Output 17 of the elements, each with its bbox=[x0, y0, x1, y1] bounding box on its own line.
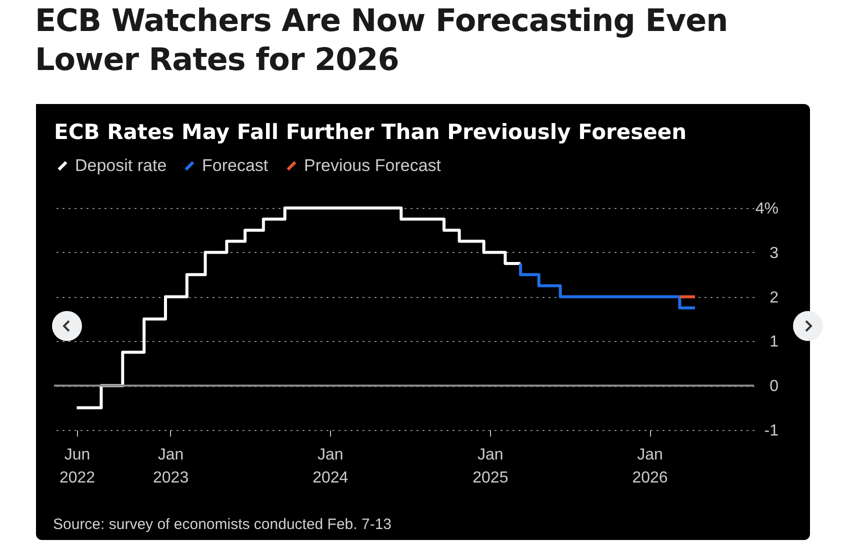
x-tick-label: Jan 2025 bbox=[472, 446, 508, 486]
x-tick-label: Jun 2022 bbox=[59, 446, 96, 486]
x-tick-label: Jan 2024 bbox=[312, 446, 348, 486]
legend-label: Forecast bbox=[202, 156, 268, 175]
y-tick-label: 3 bbox=[770, 244, 779, 262]
source-note: Source: survey of economists conducted Feb. 7-13 bbox=[53, 516, 392, 533]
x-tick-label: Jan 2023 bbox=[153, 446, 189, 486]
legend-label: Deposit rate bbox=[75, 156, 167, 175]
y-tick-label: 1 bbox=[770, 334, 779, 351]
legend-label: Previous Forecast bbox=[304, 156, 442, 175]
y-tick-label: 2 bbox=[770, 289, 779, 306]
x-tick-label: Jan 2026 bbox=[632, 446, 668, 486]
chart-subtitle: ECB Rates May Fall Further Than Previously Foreseen bbox=[54, 120, 687, 144]
y-tick-label: 0 bbox=[770, 378, 779, 396]
y-tick-label: 4% bbox=[755, 200, 778, 218]
chart-title: ECB Watchers Are Now Forecasting Even Lower Rates for 2026 bbox=[35, 2, 729, 80]
y-tick-label: -1 bbox=[764, 422, 779, 440]
